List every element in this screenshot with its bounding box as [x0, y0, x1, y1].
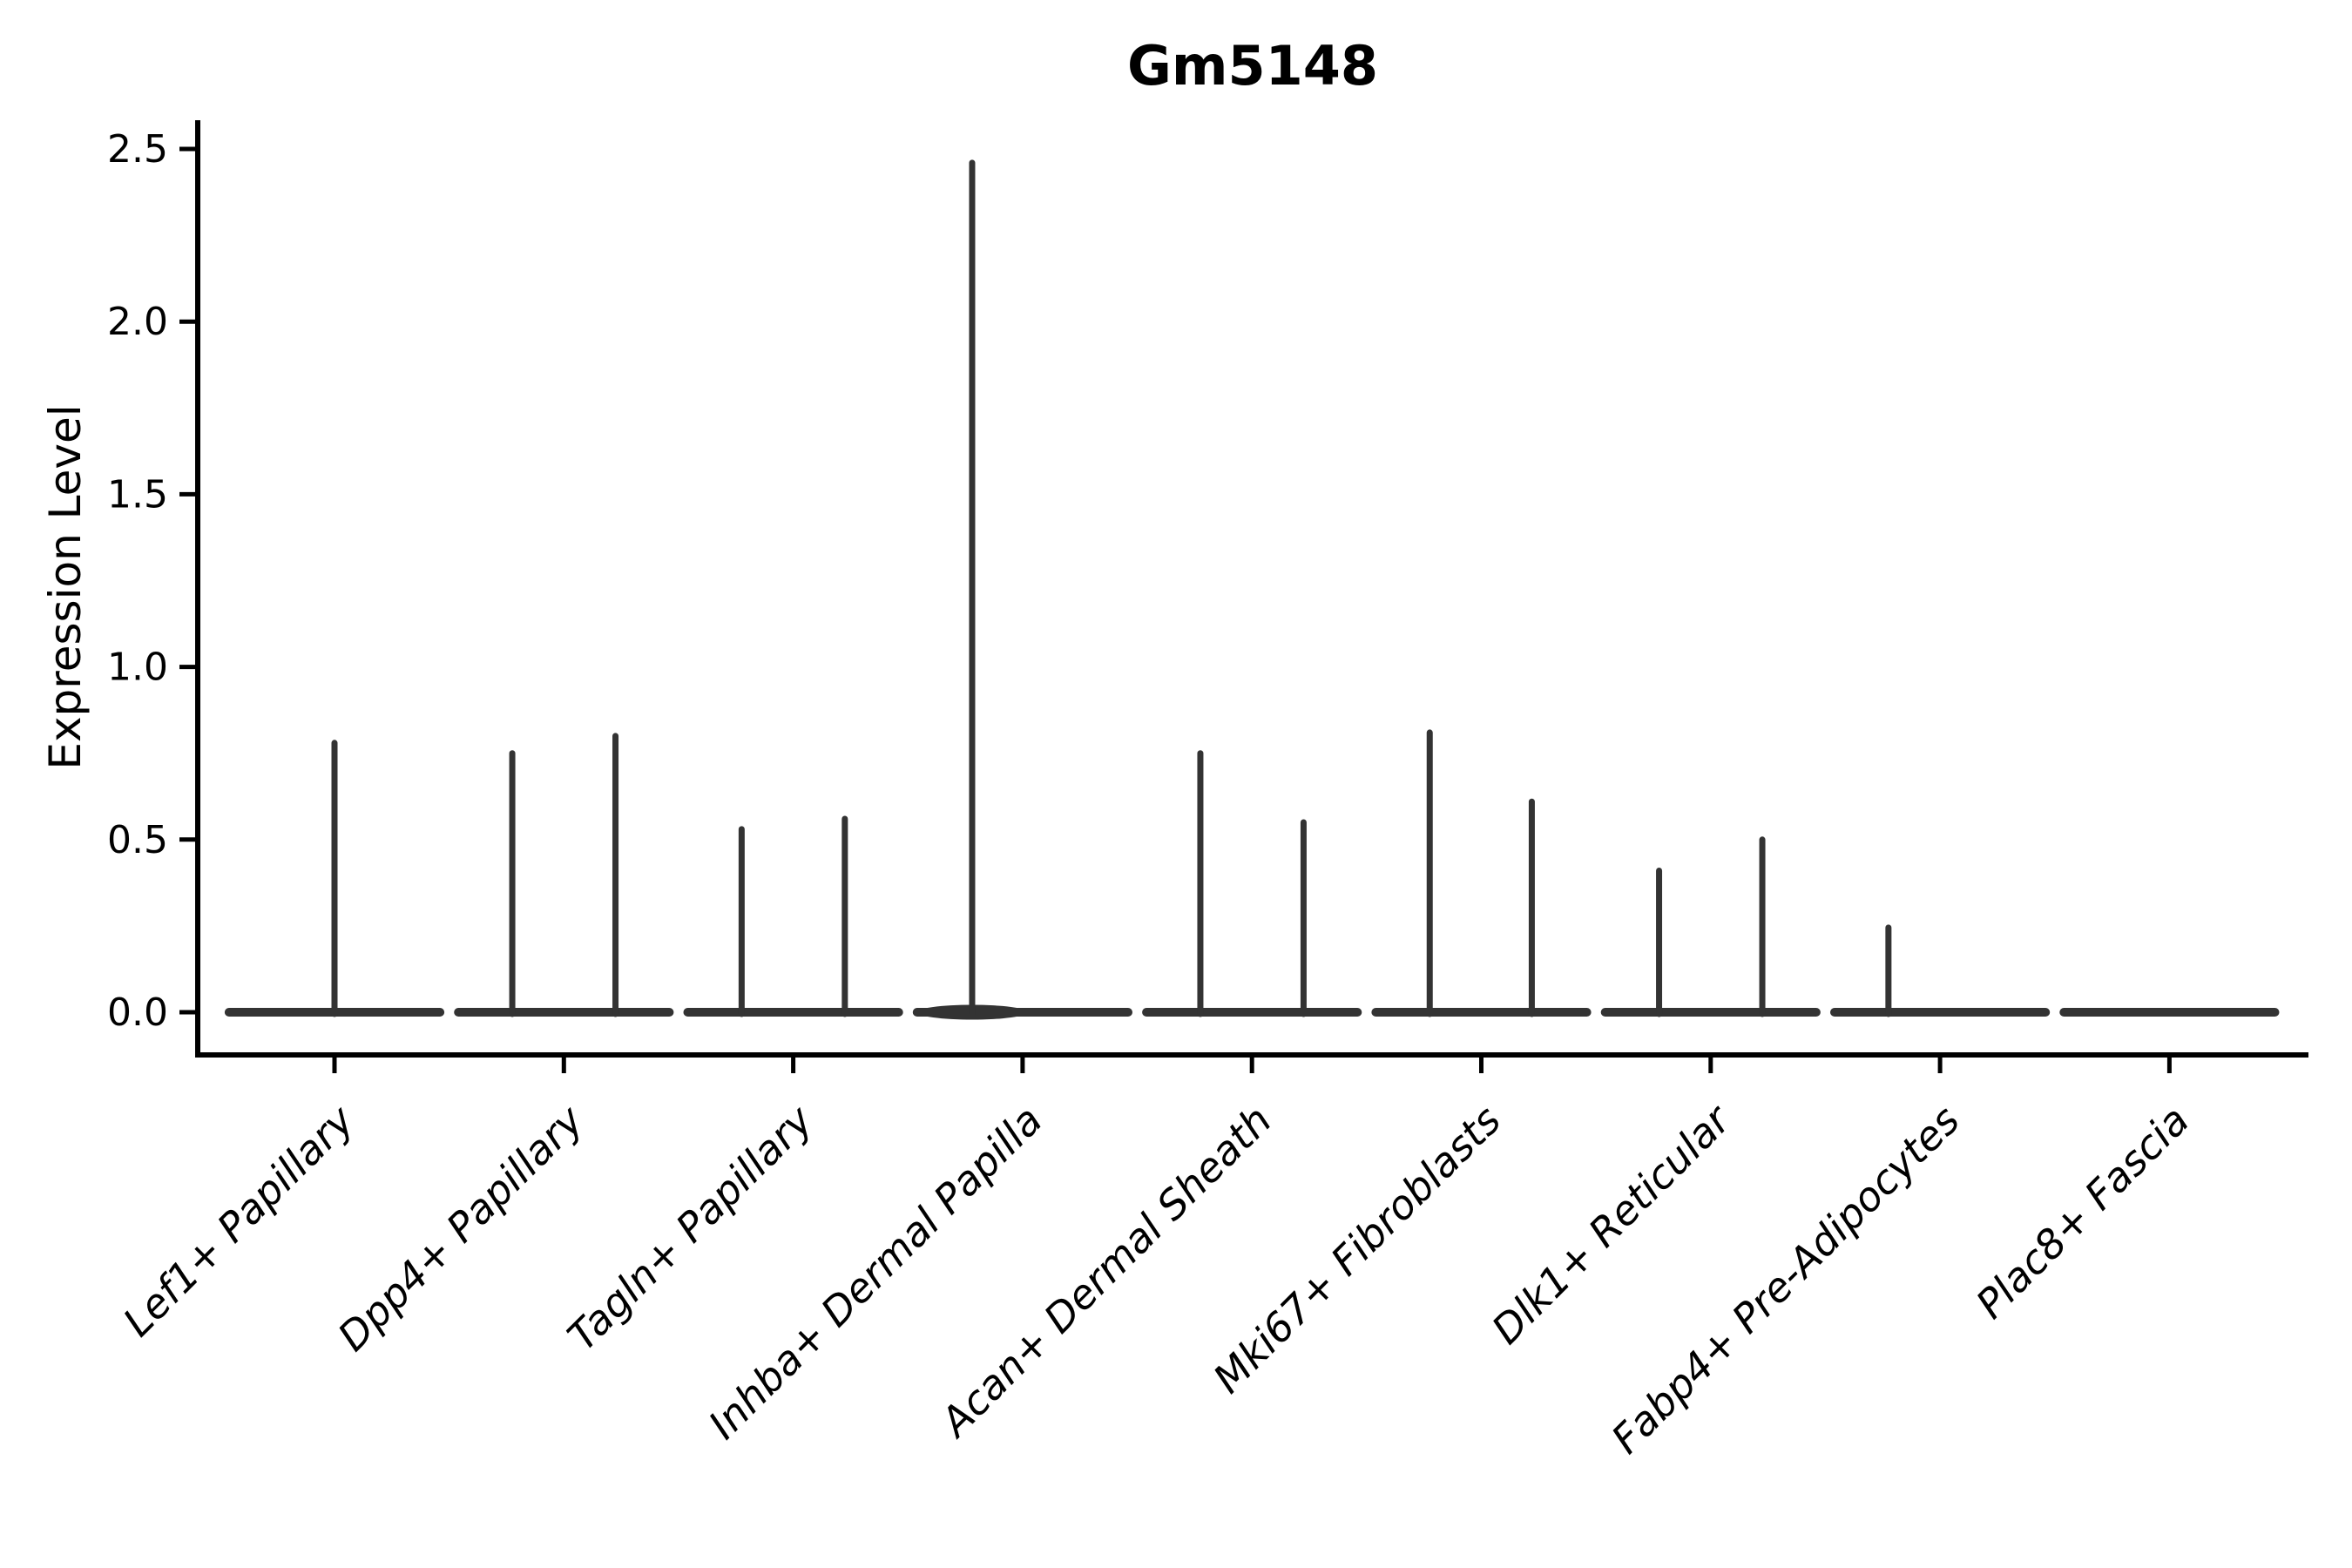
violins — [224, 159, 2280, 1020]
axes — [179, 120, 2308, 1073]
y-tick-label: 1.0 — [107, 645, 168, 690]
x-tick-label: Dpp4+ Papillary — [328, 1096, 592, 1360]
x-tick-label: Plac8+ Fascia — [1967, 1097, 2198, 1328]
x-tick-label: Tagln+ Papillary — [558, 1096, 822, 1360]
x-tick-label: Dlk1+ Reticular — [1483, 1094, 1741, 1353]
y-tick-label: 0.0 — [107, 990, 168, 1035]
y-axis-title: Expression Level — [40, 404, 91, 769]
y-tick-label: 2.5 — [107, 127, 168, 172]
y-tick-label: 0.5 — [107, 818, 168, 862]
y-tick-label: 1.5 — [107, 472, 168, 517]
chart-title: Gm5148 — [1127, 34, 1378, 98]
y-tick-label: 2.0 — [107, 300, 168, 344]
x-tick-label: Lef1+ Papillary — [114, 1096, 363, 1345]
